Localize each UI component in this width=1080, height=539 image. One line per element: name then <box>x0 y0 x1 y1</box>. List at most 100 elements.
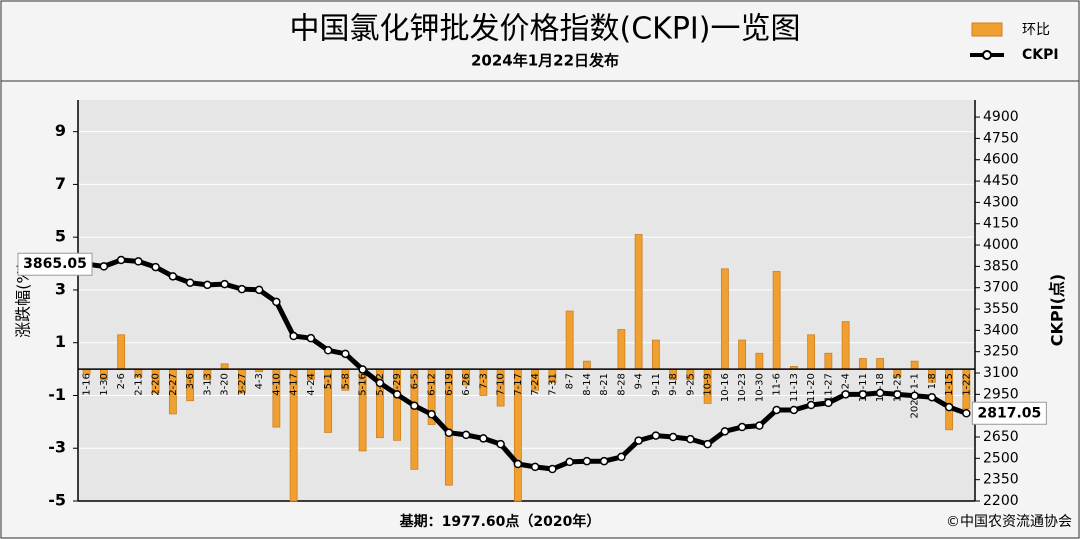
ckpi-marker <box>116 255 126 265</box>
ckpi-marker <box>151 262 160 272</box>
ckpi-marker <box>910 391 919 401</box>
x-tick-label: 7-17 <box>513 373 524 396</box>
ckpi-marker <box>323 346 333 355</box>
x-tick-label: 5-29 <box>392 373 403 396</box>
y2-tick-label: 2200 <box>983 493 1019 509</box>
x-tick-label: 7-24 <box>530 373 541 396</box>
ckpi-marker <box>392 390 402 399</box>
legend: 环比 CKPI <box>970 22 1059 63</box>
y-tick-label: -3 <box>48 438 66 457</box>
ckpi-marker <box>755 421 764 430</box>
bar <box>582 360 591 370</box>
header-box <box>0 0 1080 82</box>
y2-tick-label: 4750 <box>983 130 1019 146</box>
x-tick-label: 5-8 <box>340 373 351 389</box>
ckpi-marker <box>134 257 143 266</box>
ckpi-marker <box>944 402 954 412</box>
ckpi-marker <box>203 280 212 290</box>
x-tick-label: 6-26 <box>461 373 472 396</box>
x-tick-label: 1-16 <box>82 373 93 396</box>
y2-tick-label: 4300 <box>983 194 1019 210</box>
x-tick-label: 3-6 <box>185 373 196 389</box>
ckpi-marker <box>168 272 178 281</box>
ckpi-marker <box>772 405 781 415</box>
y2-tick-label: 4450 <box>983 173 1019 189</box>
y-tick-label: 3 <box>55 279 66 298</box>
x-tick-label: 5-1 <box>323 373 334 389</box>
ckpi-marker <box>703 439 712 449</box>
y-axis-label: 涨跌幅(%) <box>14 262 33 338</box>
x-tick-label: 3-13 <box>202 373 213 396</box>
value-label-box <box>17 252 93 276</box>
ckpi-marker <box>858 390 868 399</box>
ckpi-marker <box>237 284 247 294</box>
ckpi-marker <box>185 278 195 287</box>
x-tick-label: 10-16 <box>720 373 731 402</box>
x-tick-label: 8-28 <box>616 373 627 396</box>
bar <box>720 268 729 370</box>
ckpi-marker <box>617 452 626 462</box>
value-label: 2817.05 <box>977 405 1041 421</box>
y-tick-label: 1 <box>55 332 66 351</box>
footer-copyright: ©中国农资流通协会 <box>946 514 1072 530</box>
ckpi-marker <box>375 378 385 388</box>
x-tick-label: 4-10 <box>271 373 282 396</box>
ckpi-marker <box>841 390 850 399</box>
value-label: 3865.05 <box>23 256 87 272</box>
y2-tick-label: 4000 <box>983 237 1019 253</box>
bar <box>755 352 764 370</box>
bar <box>117 334 126 370</box>
ckpi-marker <box>548 464 557 474</box>
x-tick-label: 9-18 <box>668 373 679 396</box>
x-tick-label: 4-17 <box>289 373 300 396</box>
x-tick-label: 9-11 <box>651 373 662 396</box>
x-tick-label: 12-4 <box>841 373 852 396</box>
ckpi-marker <box>720 427 730 436</box>
bar <box>617 329 626 370</box>
x-tick-label: 1-22 <box>961 373 972 396</box>
y2-tick-label: 2500 <box>983 450 1019 466</box>
x-tick-label: 11-6 <box>772 373 783 396</box>
ckpi-marker <box>289 331 298 341</box>
x-tick-label: 6-5 <box>409 373 420 389</box>
x-tick-label: 4-24 <box>306 373 317 396</box>
x-tick-label: 8-14 <box>582 373 593 396</box>
ckpi-marker <box>737 422 747 432</box>
ckpi-marker <box>962 409 971 418</box>
ckpi-line <box>86 257 968 472</box>
y2-tick-label: 3850 <box>983 258 1019 274</box>
x-tick-label: 2-6 <box>116 373 127 389</box>
x-tick-label: 8-21 <box>599 373 610 396</box>
x-tick-label: 11-20 <box>806 373 817 402</box>
ckpi-marker <box>824 398 833 408</box>
value-label-box <box>971 401 1047 425</box>
bar <box>824 352 833 370</box>
legend-label: CKPI <box>1022 47 1059 63</box>
x-tick-label: 5-16 <box>358 373 369 396</box>
bar <box>651 339 660 370</box>
x-tick-label: 10-30 <box>754 373 765 402</box>
x-tick-label: 7-10 <box>496 373 507 396</box>
ckpi-marker <box>789 405 799 415</box>
ckpi-marker <box>479 434 488 443</box>
x-tick-label: 9-4 <box>634 373 645 389</box>
y2-tick-label: 4900 <box>983 109 1019 125</box>
y2-tick-label: 3250 <box>983 344 1019 360</box>
ckpi-marker <box>582 456 592 466</box>
bar <box>807 334 816 370</box>
x-tick-label: 6-12 <box>427 373 438 396</box>
ckpi-marker <box>254 285 264 295</box>
ckpi-marker <box>686 434 695 444</box>
chart-title: 中国氯化钾批发价格指数(CKPI)一览图 <box>290 12 801 47</box>
y2-tick-label: 3100 <box>983 365 1019 381</box>
ckpi-marker <box>427 410 436 419</box>
ckpi-marker <box>668 432 678 442</box>
bar <box>634 234 643 370</box>
x-tick-label: 4-3 <box>254 373 265 389</box>
y2-tick-label: 4600 <box>983 152 1019 168</box>
y2-tick-label: 3700 <box>983 280 1019 296</box>
bar <box>910 360 919 370</box>
y2-tick-label: 2950 <box>983 386 1019 402</box>
ckpi-marker <box>634 436 643 445</box>
